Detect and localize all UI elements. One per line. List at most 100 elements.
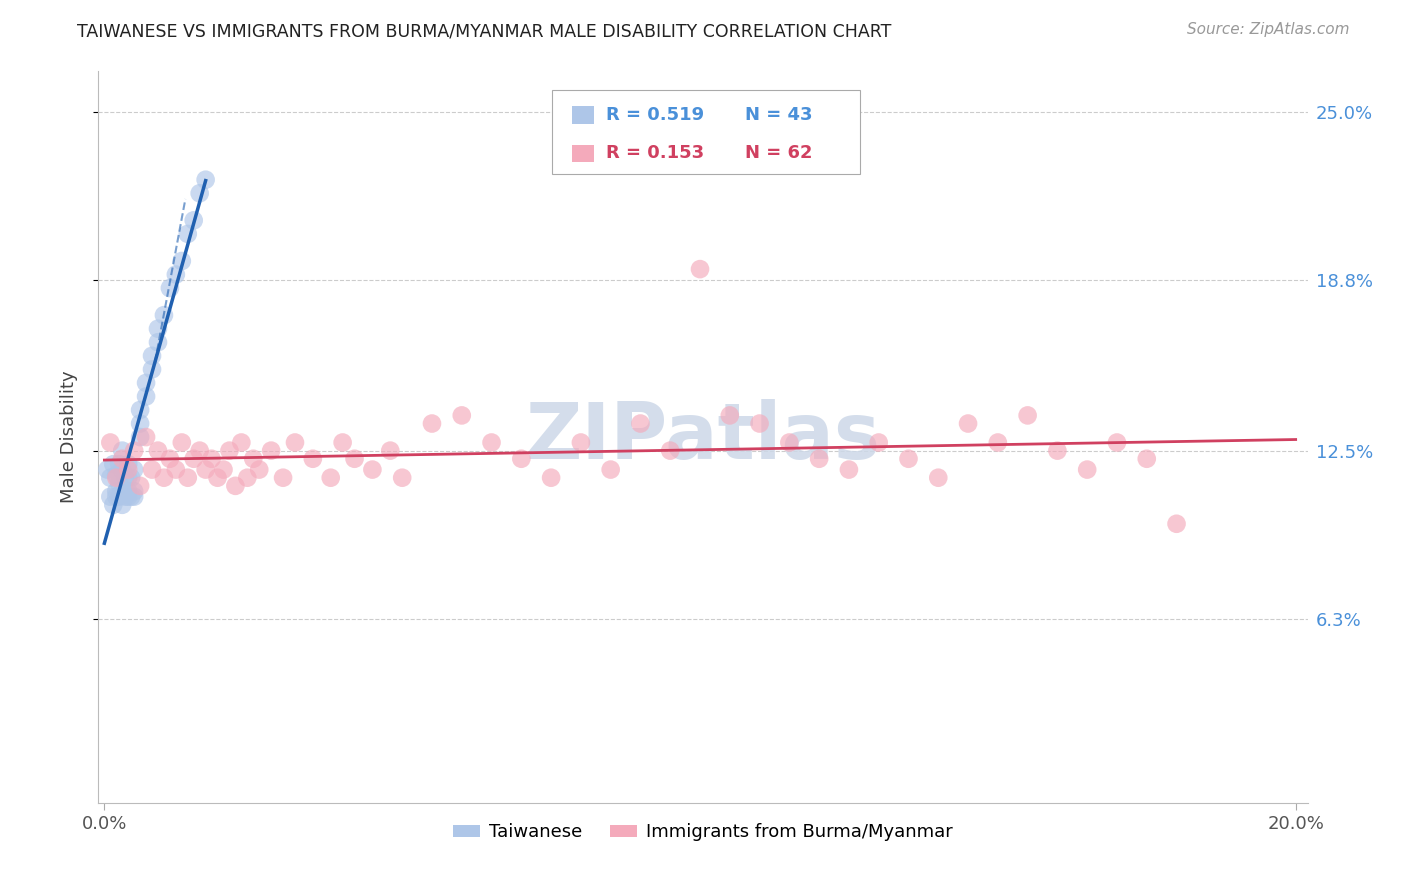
Point (146, 443, 169, 458)
Point (481, 435, 503, 450)
Point (170, 435, 193, 450)
Point (120, 490, 142, 504)
Point (105, 484, 128, 499)
Point (117, 457, 139, 471)
Point (129, 417, 152, 431)
Point (141, 462, 163, 476)
Point (957, 417, 980, 431)
Point (177, 227, 200, 241)
Point (207, 471, 229, 485)
Text: R = 0.519: R = 0.519 (606, 106, 704, 124)
Point (183, 451, 205, 466)
Point (569, 435, 592, 450)
Point (135, 430, 157, 444)
Point (98, 490, 121, 504)
Point (987, 435, 1010, 450)
Point (718, 409, 741, 423)
Point (98, 471, 121, 485)
Point (838, 462, 860, 476)
Y-axis label: Male Disability: Male Disability (59, 371, 77, 503)
Point (689, 262, 711, 277)
Point (111, 498, 134, 512)
Point (302, 451, 325, 466)
Point (319, 471, 342, 485)
Point (242, 451, 264, 466)
Point (117, 471, 139, 485)
Point (159, 281, 181, 295)
Text: N = 43: N = 43 (745, 106, 813, 124)
Point (1105, 435, 1128, 450)
Point (105, 471, 128, 485)
Point (135, 376, 157, 390)
Point (218, 443, 240, 458)
Point (177, 471, 200, 485)
Point (141, 362, 163, 376)
Legend: Taiwanese, Immigrants from Burma/Myanmar: Taiwanese, Immigrants from Burma/Myanmar (446, 816, 960, 848)
Point (450, 409, 472, 423)
Point (599, 462, 621, 476)
Point (540, 471, 562, 485)
Point (183, 213, 205, 227)
Point (108, 476, 131, 491)
Point (808, 451, 831, 466)
Point (153, 471, 176, 485)
Point (114, 490, 136, 504)
Point (343, 451, 366, 466)
Point (105, 468, 128, 483)
Point (146, 322, 169, 336)
FancyBboxPatch shape (572, 106, 595, 124)
Point (111, 451, 134, 466)
Point (247, 462, 270, 476)
Point (129, 430, 152, 444)
Point (188, 186, 211, 201)
Point (129, 403, 152, 417)
Point (146, 335, 169, 350)
Point (111, 462, 134, 476)
Point (510, 451, 533, 466)
Text: ZIPatlas: ZIPatlas (526, 399, 880, 475)
Point (141, 349, 163, 363)
Point (153, 308, 176, 322)
Point (868, 435, 890, 450)
Point (212, 462, 235, 476)
Point (117, 462, 139, 476)
Point (224, 479, 246, 493)
Point (897, 451, 920, 466)
Point (391, 471, 413, 485)
Text: TAIWANESE VS IMMIGRANTS FROM BURMA/MYANMAR MALE DISABILITY CORRELATION CHART: TAIWANESE VS IMMIGRANTS FROM BURMA/MYANM… (77, 22, 891, 40)
Point (188, 443, 211, 458)
Point (108, 490, 131, 504)
Point (122, 490, 145, 504)
Point (98, 435, 121, 450)
Point (1166, 516, 1188, 531)
Point (236, 471, 259, 485)
Point (1076, 462, 1098, 476)
Point (105, 490, 128, 504)
Point (165, 268, 187, 282)
Point (194, 172, 217, 186)
Point (659, 443, 682, 458)
Point (122, 443, 145, 458)
Point (260, 443, 283, 458)
Point (103, 457, 125, 471)
Text: N = 62: N = 62 (745, 145, 813, 162)
Point (108, 457, 131, 471)
Point (117, 490, 139, 504)
Point (135, 389, 157, 403)
Point (1046, 443, 1069, 458)
Point (96, 462, 118, 476)
Point (117, 484, 139, 499)
Point (114, 471, 136, 485)
Point (748, 417, 770, 431)
Point (122, 484, 145, 499)
Point (380, 443, 402, 458)
Point (159, 451, 181, 466)
Text: Source: ZipAtlas.com: Source: ZipAtlas.com (1187, 22, 1350, 37)
FancyBboxPatch shape (572, 145, 595, 162)
Point (927, 471, 949, 485)
Point (103, 498, 125, 512)
Point (111, 484, 134, 499)
Point (120, 471, 142, 485)
Point (165, 462, 187, 476)
Point (361, 462, 384, 476)
